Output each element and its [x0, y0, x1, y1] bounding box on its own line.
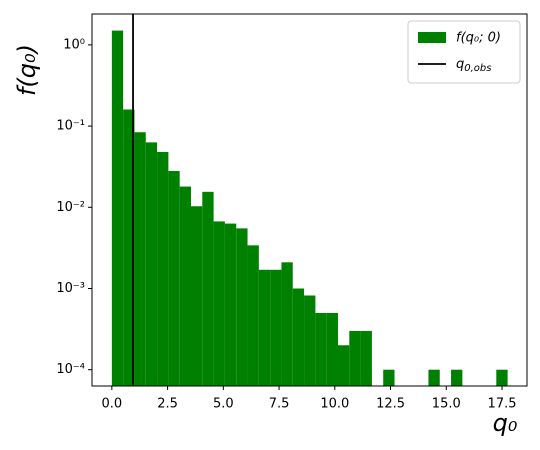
x-tick-label: 7.5 [269, 397, 290, 412]
bar [213, 221, 225, 386]
bar [326, 312, 338, 386]
bar [349, 330, 361, 386]
x-axis-label: q₀ [493, 409, 518, 437]
legend-label: q0,obs [456, 57, 491, 75]
bar [304, 295, 316, 386]
x-tick-label: 17.5 [488, 397, 517, 412]
x-tick-label: 5.0 [213, 397, 234, 412]
y-tick-label: 10⁻¹ [56, 119, 85, 134]
legend-swatch [418, 32, 446, 43]
bar [202, 191, 214, 386]
legend-label-main: q [456, 57, 464, 72]
y-tick-label: 10⁰ [63, 37, 85, 52]
bar [190, 206, 203, 386]
bar [292, 288, 305, 386]
bar [383, 369, 395, 386]
y-tick-label: 10⁻² [56, 200, 85, 215]
bar [258, 269, 271, 386]
legend-label: f(q₀; 0) [456, 31, 501, 46]
bar [337, 345, 350, 386]
bar [145, 142, 158, 386]
bar [236, 228, 248, 386]
x-tick-label: 10.0 [320, 397, 349, 412]
bar [451, 369, 463, 386]
legend-label-sub: 0,obs [464, 63, 491, 74]
bar [247, 245, 259, 386]
x-tick-label: 15.0 [432, 397, 461, 412]
y-tick-label: 10⁻⁴ [56, 362, 85, 377]
bar [281, 262, 293, 386]
bar [428, 369, 440, 386]
bar [157, 151, 169, 386]
bar [270, 269, 282, 386]
bar [134, 132, 146, 386]
bar [123, 109, 135, 387]
bar [360, 330, 372, 386]
bar [111, 30, 124, 387]
bar [496, 369, 508, 386]
y-tick-label: 10⁻³ [56, 281, 85, 296]
x-tick-label: 12.5 [376, 397, 405, 412]
plot-frame [91, 13, 528, 387]
x-tick-label: 2.5 [157, 397, 178, 412]
y-axis-label: f(q₀) [13, 44, 41, 96]
x-tick-label: 0.0 [101, 397, 122, 412]
bar [224, 223, 237, 386]
bar [315, 312, 327, 386]
bar [168, 170, 180, 386]
bar [179, 186, 191, 386]
